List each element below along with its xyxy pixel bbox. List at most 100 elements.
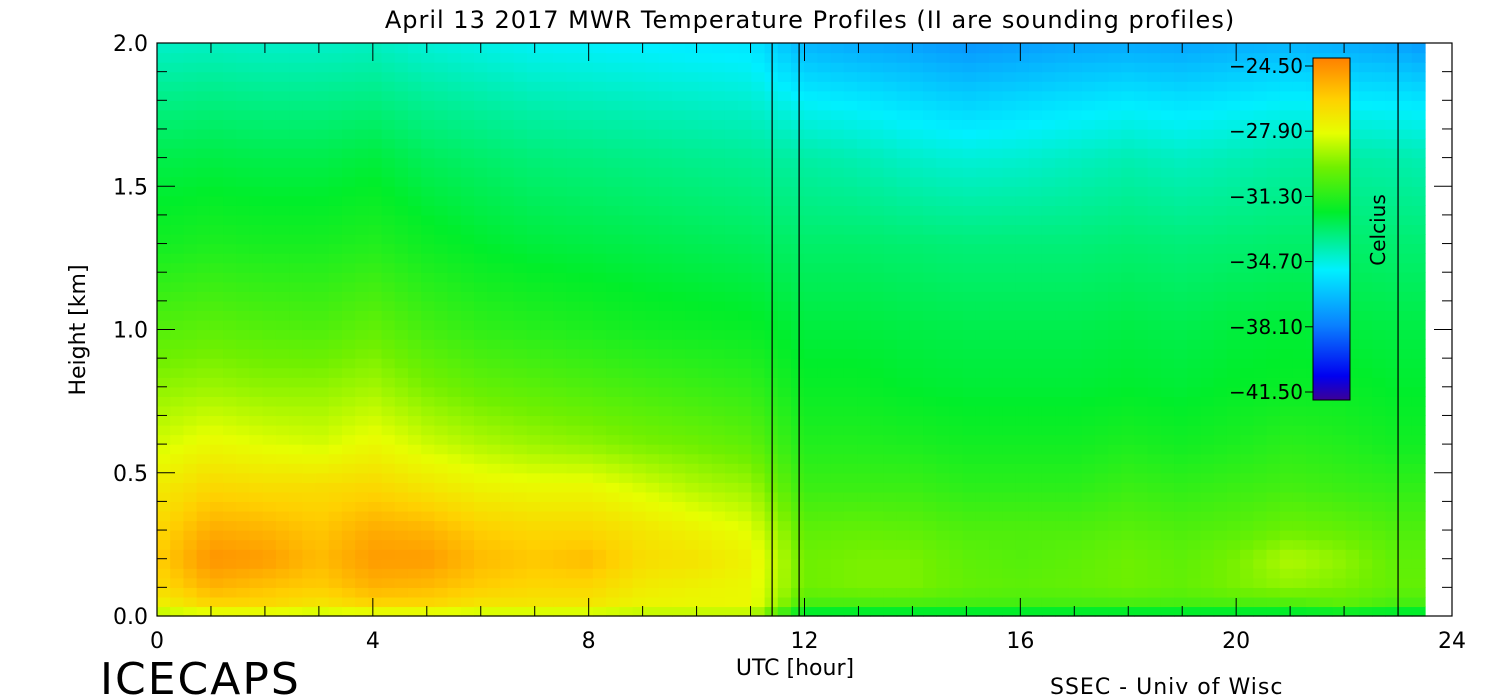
heatmap-cell [500, 539, 515, 550]
heatmap-cell [262, 549, 277, 560]
heatmap-cell [738, 358, 752, 369]
heatmap-cell [1345, 224, 1360, 235]
heatmap-cell [791, 415, 805, 426]
heatmap-cell [1134, 272, 1149, 283]
heatmap-cell [1385, 539, 1400, 550]
heatmap-cell [949, 405, 964, 417]
heatmap-cell [1160, 549, 1175, 560]
heatmap-cell [751, 281, 766, 292]
heatmap-cell [711, 138, 726, 149]
heatmap-cell [157, 348, 171, 359]
heatmap-cell [1411, 386, 1426, 397]
heatmap-cell [1068, 558, 1083, 569]
heatmap-cell [645, 434, 660, 445]
heatmap-cell [513, 300, 528, 311]
heatmap-cell [791, 253, 805, 264]
heatmap-cell [751, 224, 766, 235]
heatmap-cell [1015, 195, 1030, 206]
heatmap-cell [975, 253, 990, 264]
heatmap-cell [1372, 272, 1386, 283]
heatmap-cell [236, 606, 251, 617]
heatmap-cell [949, 482, 964, 493]
heatmap-cell [817, 472, 832, 483]
heatmap-cell [1200, 596, 1215, 608]
heatmap-cell [157, 329, 171, 340]
heatmap-cell [738, 128, 752, 140]
heatmap-cell [315, 453, 330, 464]
heatmap-cell [302, 577, 317, 588]
heatmap-cell [566, 425, 581, 436]
heatmap-cell [1279, 539, 1294, 550]
heatmap-cell [1068, 329, 1083, 340]
heatmap-cell [579, 577, 594, 588]
heatmap-cell [1187, 281, 1202, 292]
heatmap-cell [196, 587, 211, 598]
heatmap-cell [1292, 434, 1307, 445]
heatmap-cell [645, 491, 660, 502]
heatmap-cell [1187, 224, 1202, 235]
heatmap-cell [632, 176, 647, 187]
heatmap-cell [1358, 138, 1373, 149]
heatmap-cell [764, 300, 779, 311]
heatmap-cell [857, 224, 871, 235]
heatmap-cell [804, 176, 819, 187]
heatmap-cell [513, 568, 528, 579]
heatmap-cell [579, 348, 594, 359]
heatmap-cell [1002, 377, 1017, 388]
heatmap-cell [262, 405, 277, 417]
heatmap-cell [1411, 128, 1426, 140]
heatmap-cell [341, 367, 356, 378]
heatmap-cell [170, 109, 185, 120]
heatmap-cell [672, 520, 686, 531]
heatmap-cell [513, 319, 528, 331]
heatmap-cell [1015, 367, 1030, 378]
heatmap-cell [1200, 367, 1215, 378]
heatmap-cell [791, 329, 805, 340]
heatmap-cell [1279, 463, 1294, 474]
heatmap-cell [658, 453, 673, 464]
heatmap-cell [936, 224, 951, 235]
heatmap-cell [275, 606, 290, 617]
heatmap-cell [170, 224, 185, 235]
heatmap-cell [579, 530, 594, 541]
heatmap-cell [302, 319, 317, 331]
heatmap-cell [1068, 577, 1083, 588]
heatmap-cell [183, 405, 198, 417]
heatmap-cell [857, 510, 871, 522]
heatmap-cell [566, 453, 581, 464]
heatmap-cell [1068, 348, 1083, 359]
heatmap-cell [223, 587, 237, 598]
heatmap-cell [262, 186, 277, 197]
heatmap-cell [724, 310, 739, 321]
heatmap-cell [1094, 501, 1109, 512]
heatmap-cell [157, 425, 171, 436]
heatmap-cell [896, 253, 911, 264]
heatmap-cell [434, 539, 449, 550]
heatmap-cell [236, 520, 251, 531]
heatmap-cell [923, 425, 937, 436]
heatmap-cell [724, 205, 739, 216]
heatmap-cell [909, 530, 924, 541]
heatmap-cell [447, 281, 462, 292]
heatmap-cell [513, 214, 528, 226]
heatmap-cell [962, 138, 977, 149]
heatmap-cell [592, 358, 607, 369]
heatmap-cell [1213, 558, 1228, 569]
heatmap-cell [962, 214, 977, 226]
heatmap-cell [315, 300, 330, 311]
heatmap-cell [949, 606, 964, 617]
heatmap-cell [1372, 463, 1386, 474]
heatmap-cell [1094, 157, 1109, 168]
heatmap-cell [896, 606, 911, 617]
heatmap-cell [1279, 367, 1294, 378]
heatmap-cell [1332, 577, 1347, 588]
heatmap-cell [751, 186, 766, 197]
heatmap-cell [1398, 367, 1413, 378]
heatmap-cell [896, 243, 911, 254]
heatmap-cell [1015, 119, 1030, 130]
heatmap-cell [236, 472, 251, 483]
heatmap-cell [949, 501, 964, 512]
heatmap-cell [1174, 310, 1188, 321]
heatmap-cell [1332, 396, 1347, 407]
heatmap-cell [460, 510, 475, 522]
